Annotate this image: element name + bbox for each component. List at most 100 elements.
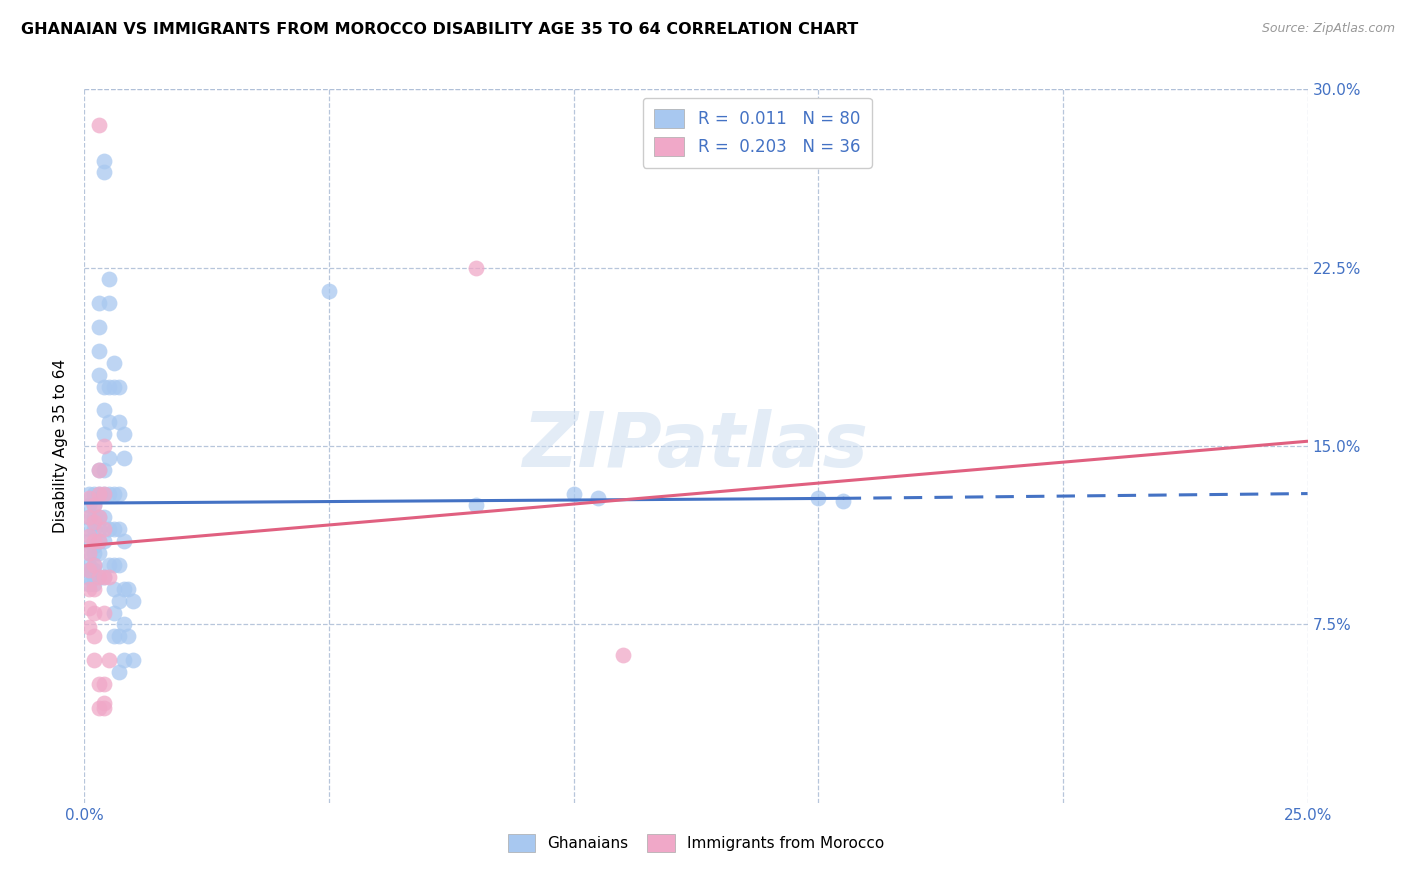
Point	[103, 582, 125, 596]
Point	[83, 629, 105, 643]
Point	[87, 486, 110, 500]
Point	[97, 486, 120, 500]
Point	[93, 700, 115, 714]
Point	[83, 558, 105, 572]
Point	[87, 534, 110, 549]
Point	[77, 563, 100, 577]
Point	[77, 558, 100, 572]
Point	[83, 522, 105, 536]
Point	[93, 570, 115, 584]
Point	[97, 558, 120, 572]
Point	[87, 343, 110, 358]
Text: GHANAIAN VS IMMIGRANTS FROM MOROCCO DISABILITY AGE 35 TO 64 CORRELATION CHART: GHANAIAN VS IMMIGRANTS FROM MOROCCO DISA…	[21, 22, 858, 37]
Point	[107, 665, 129, 679]
Point	[83, 515, 105, 529]
Point	[112, 450, 135, 465]
Point	[107, 415, 129, 429]
Point	[77, 582, 100, 596]
Point	[117, 629, 139, 643]
Point	[97, 415, 120, 429]
Point	[318, 285, 340, 299]
Point	[103, 379, 125, 393]
Point	[97, 296, 120, 310]
Point	[93, 463, 115, 477]
Point	[464, 499, 486, 513]
Point	[97, 450, 120, 465]
Point	[77, 577, 100, 591]
Point	[93, 439, 115, 453]
Point	[107, 593, 129, 607]
Point	[97, 272, 120, 286]
Point	[831, 493, 853, 508]
Point	[77, 570, 100, 584]
Point	[83, 486, 105, 500]
Point	[562, 486, 585, 500]
Point	[807, 491, 830, 506]
Text: Source: ZipAtlas.com: Source: ZipAtlas.com	[1261, 22, 1395, 36]
Point	[83, 510, 105, 524]
Point	[87, 486, 110, 500]
Point	[77, 522, 100, 536]
Point	[93, 510, 115, 524]
Point	[87, 320, 110, 334]
Point	[77, 491, 100, 506]
Point	[103, 356, 125, 370]
Point	[77, 510, 100, 524]
Point	[93, 570, 115, 584]
Point	[107, 486, 129, 500]
Point	[112, 617, 135, 632]
Point	[93, 606, 115, 620]
Point	[87, 510, 110, 524]
Point	[122, 593, 145, 607]
Point	[87, 534, 110, 549]
Point	[77, 563, 100, 577]
Point	[107, 522, 129, 536]
Point	[83, 558, 105, 572]
Point	[97, 522, 120, 536]
Point	[93, 379, 115, 393]
Point	[103, 629, 125, 643]
Point	[83, 577, 105, 591]
Point	[107, 629, 129, 643]
Point	[112, 582, 135, 596]
Point	[103, 606, 125, 620]
Point	[93, 486, 115, 500]
Point	[87, 463, 110, 477]
Point	[77, 620, 100, 634]
Point	[83, 534, 105, 549]
Point	[77, 510, 100, 524]
Point	[87, 510, 110, 524]
Point	[83, 606, 105, 620]
Point	[83, 499, 105, 513]
Point	[83, 546, 105, 560]
Point	[87, 368, 110, 382]
Point	[93, 403, 115, 417]
Point	[93, 153, 115, 168]
Point	[93, 165, 115, 179]
Point	[464, 260, 486, 275]
Point	[93, 677, 115, 691]
Point	[77, 546, 100, 560]
Point	[112, 534, 135, 549]
Point	[77, 529, 100, 543]
Point	[87, 570, 110, 584]
Point	[83, 653, 105, 667]
Point	[77, 546, 100, 560]
Point	[586, 491, 609, 506]
Point	[103, 486, 125, 500]
Point	[87, 546, 110, 560]
Point	[77, 499, 100, 513]
Text: ZIPatlas: ZIPatlas	[523, 409, 869, 483]
Point	[83, 570, 105, 584]
Point	[117, 582, 139, 596]
Point	[103, 558, 125, 572]
Point	[87, 296, 110, 310]
Point	[97, 379, 120, 393]
Point	[77, 600, 100, 615]
Point	[112, 427, 135, 442]
Point	[83, 582, 105, 596]
Point	[612, 648, 634, 663]
Point	[107, 558, 129, 572]
Point	[83, 499, 105, 513]
Point	[112, 653, 135, 667]
